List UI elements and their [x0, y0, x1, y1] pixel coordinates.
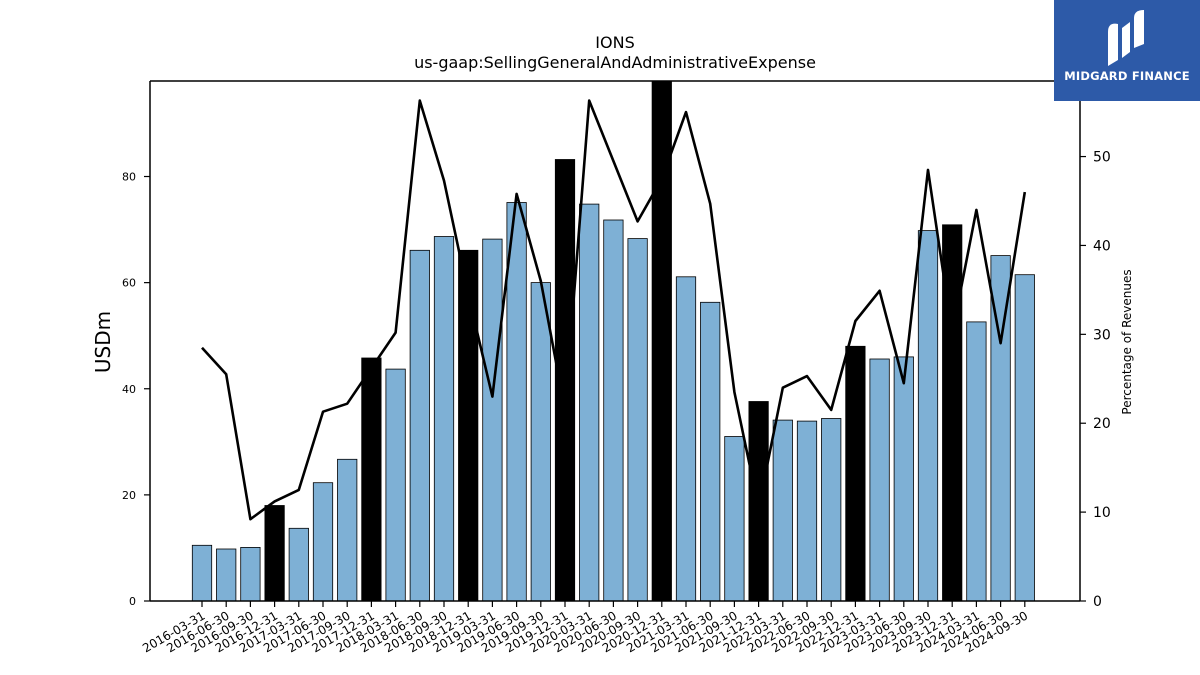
bar-2018-03-31: [385, 368, 406, 602]
brand-logo: MIDGARD FINANCE: [1054, 0, 1200, 101]
bar-2021-09-30: [724, 436, 745, 602]
y2-tick-label-20: 20: [1093, 416, 1111, 432]
bar-2017-09-30: [337, 458, 358, 602]
bar-2021-06-30: [700, 301, 721, 602]
bar-2020-06-30: [603, 219, 624, 602]
bar-2022-06-30: [796, 420, 818, 602]
bar-2022-12-31: [845, 345, 866, 602]
bar-2016-12-31: [264, 505, 285, 602]
bar-2019-03-31: [482, 238, 503, 602]
bar-2023-03-31: [869, 358, 890, 602]
bar-2017-12-31: [361, 357, 382, 602]
y-axis-label: USDm: [91, 311, 115, 373]
y2-tick-label-30: 30: [1093, 327, 1111, 343]
bar-2020-03-31: [579, 203, 600, 602]
y2-tick-label-0: 0: [1093, 594, 1102, 610]
bar-2017-03-31: [288, 527, 309, 602]
y2-tick-label-40: 40: [1093, 238, 1111, 254]
y2-tick-label-50: 50: [1093, 150, 1111, 166]
bar-2018-06-30: [409, 249, 430, 602]
y-tick-label-60: 60: [122, 277, 136, 290]
bar-2024-09-30: [1014, 274, 1035, 602]
bar-2018-12-31: [458, 249, 479, 602]
bar-2021-03-31: [675, 276, 697, 602]
midgard-logo-icon: [1108, 10, 1144, 66]
bar-2017-06-30: [312, 482, 334, 602]
y-tick-label-0: 0: [129, 595, 136, 608]
chart-title: IONS: [595, 33, 634, 52]
bar-2016-06-30: [216, 548, 237, 602]
y2-axis-label: Percentage of Revenues: [1120, 269, 1134, 414]
line-series: [201, 99, 1027, 521]
logo-text: MIDGARD FINANCE: [1064, 69, 1190, 83]
y-tick-label-40: 40: [122, 383, 136, 396]
bar-2016-03-31: [191, 544, 213, 602]
bar-2020-09-30: [627, 238, 648, 602]
bar-2022-03-31: [772, 419, 793, 602]
y-tick-label-80: 80: [122, 171, 136, 184]
bar-2019-09-30: [530, 282, 551, 602]
line-layer: [201, 99, 1027, 521]
bar-2018-09-30: [433, 236, 455, 602]
labels-layer: 020406080010203040502016-03-312016-06-30…: [122, 150, 1111, 656]
bar-2024-03-31: [966, 321, 987, 602]
bar-2022-09-30: [821, 418, 842, 602]
axes-layer: [144, 80, 1086, 607]
bars-layer: [191, 80, 1035, 602]
y-tick-label-20: 20: [122, 489, 136, 502]
y2-tick-label-10: 10: [1093, 505, 1111, 521]
bar-2023-06-30: [893, 356, 914, 602]
bar-2016-09-30: [240, 547, 261, 602]
chart-subtitle: us-gaap:SellingGeneralAndAdministrativeE…: [414, 53, 816, 72]
bar-2019-06-30: [506, 202, 527, 602]
bar-2023-09-30: [917, 230, 939, 602]
